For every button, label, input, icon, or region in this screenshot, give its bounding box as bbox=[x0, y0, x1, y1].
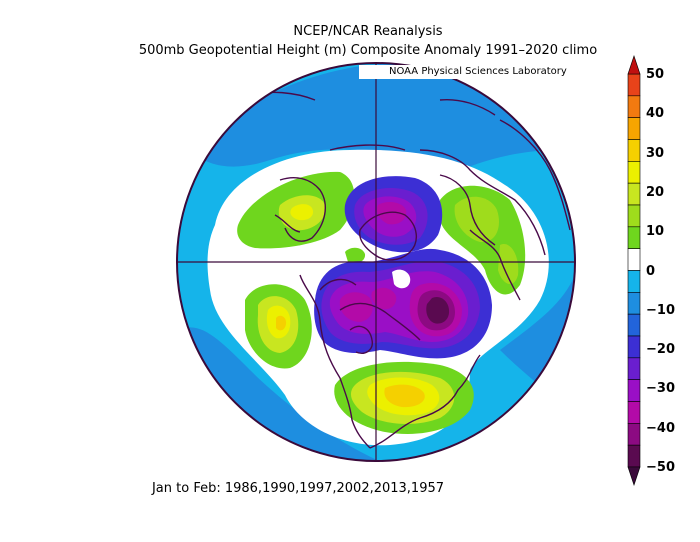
colorbar-bin bbox=[627, 423, 641, 446]
colorbar-tick-label: 0 bbox=[646, 263, 656, 279]
colorbar-bottom-arrow bbox=[627, 466, 641, 486]
credit-label: NOAA Physical Sciences Laboratory bbox=[359, 65, 573, 79]
colorbar-bin bbox=[627, 292, 641, 315]
colorbar-bin bbox=[627, 226, 641, 249]
colorbar-bin bbox=[627, 117, 641, 140]
colorbar-tick-label: −50 bbox=[646, 460, 675, 475]
colorbar-bin bbox=[627, 401, 641, 424]
chart-subtitle: 500mb Geopotential Height (m) Composite … bbox=[138, 43, 598, 58]
colorbar-tick-label: 40 bbox=[646, 106, 665, 122]
colorbar-bin bbox=[627, 248, 641, 271]
colorbar-tick-label: −40 bbox=[646, 420, 675, 436]
colorbar-bin bbox=[627, 95, 641, 118]
colorbar-tick-label: −20 bbox=[646, 342, 675, 358]
colorbar-tick-label: 30 bbox=[646, 145, 665, 161]
date-caption: Jan to Feb: 1986,1990,1997,2002,2013,195… bbox=[151, 481, 445, 496]
colorbar-top-arrow bbox=[627, 55, 641, 75]
colorbar-tick-label: 10 bbox=[646, 224, 665, 240]
colorbar-tick-label: 20 bbox=[646, 184, 665, 200]
colorbar-bin bbox=[627, 357, 641, 380]
colorbar-bin bbox=[627, 73, 641, 97]
colorbar-bin bbox=[627, 379, 641, 402]
colorbar-bin bbox=[627, 161, 641, 184]
anomaly-field bbox=[177, 63, 575, 461]
colorbar-bin bbox=[627, 182, 641, 206]
colorbar-bin bbox=[627, 313, 641, 337]
colorbar-tick-label: −30 bbox=[646, 381, 675, 397]
colorbar-tick-label: −10 bbox=[646, 302, 675, 318]
colorbar-bin bbox=[627, 335, 641, 359]
coastlines bbox=[244, 91, 571, 449]
colorbar-bin bbox=[627, 204, 641, 228]
colorbar-bin bbox=[627, 139, 641, 162]
colorbar-bin bbox=[627, 270, 641, 293]
chart-title: NCEP/NCAR Reanalysis bbox=[293, 24, 443, 39]
colorbar-tick-label: 50 bbox=[646, 67, 665, 82]
colorbar-bin bbox=[627, 444, 641, 468]
